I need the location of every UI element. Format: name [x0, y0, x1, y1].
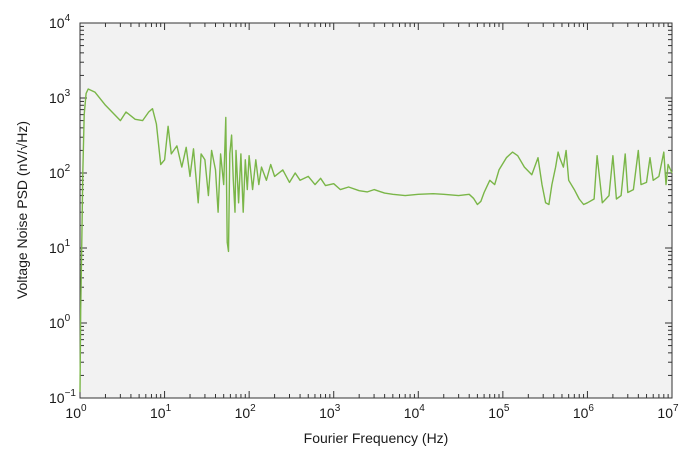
x-tick-label: 107	[657, 403, 679, 421]
x-tick-labels: 100 101 102 103 104 105 106 107	[65, 403, 679, 421]
y-tick-label: 100	[49, 313, 71, 331]
y-tick-labels: 10−1 100 101 102 103 104	[49, 13, 76, 406]
y-tick-label: 103	[49, 88, 71, 106]
plot-area	[79, 22, 673, 399]
y-tick-label: 101	[49, 238, 71, 256]
y-tick-label: 104	[49, 13, 71, 31]
x-tick-label: 105	[488, 403, 510, 421]
x-tick-label: 104	[404, 403, 426, 421]
axis-ticks	[79, 22, 673, 399]
x-tick-label: 101	[150, 403, 172, 421]
y-tick-label: 10−1	[49, 388, 76, 406]
x-axis-title: Fourier Frequency (Hz)	[304, 430, 449, 446]
x-tick-label: 103	[319, 403, 341, 421]
x-tick-label: 106	[573, 403, 595, 421]
x-tick-label: 102	[235, 403, 257, 421]
series-line	[79, 88, 673, 393]
y-tick-label: 102	[49, 163, 71, 181]
y-axis-title: Voltage Noise PSD (nV/√Hz)	[14, 121, 30, 299]
x-tick-label: 100	[65, 403, 87, 421]
